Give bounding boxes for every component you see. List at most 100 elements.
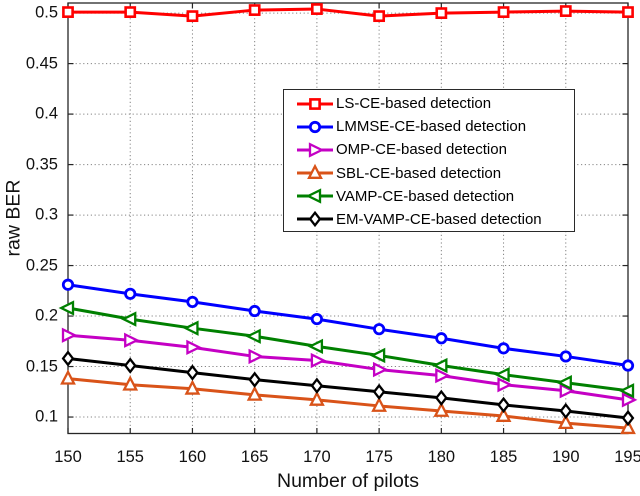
x-axis-label: Number of pilots	[277, 470, 419, 492]
data-point-marker	[372, 361, 389, 378]
x-tick-label: 170	[303, 448, 331, 466]
legend-item-vamp-ce: VAMP-CE-based detection	[297, 185, 574, 208]
data-point-marker	[622, 6, 634, 18]
data-point-marker	[123, 357, 137, 374]
data-point-marker	[183, 320, 199, 336]
data-point-marker	[621, 359, 635, 372]
data-point-marker	[559, 5, 572, 17]
data-point-marker	[61, 278, 75, 291]
x-tick-label: 180	[427, 448, 456, 466]
data-point-marker	[497, 377, 513, 393]
y-tick-label: 0.5	[35, 3, 58, 22]
legend-item-sbl-ce: SBL-CE-based detection	[297, 162, 574, 185]
data-point-marker	[618, 383, 635, 399]
legend-label: LS-CE-based detection	[336, 95, 492, 113]
data-point-marker	[497, 342, 510, 355]
data-point-marker	[248, 4, 261, 16]
data-point-marker	[497, 6, 510, 18]
legend-swatch-lmmse-ce	[297, 120, 333, 133]
data-point-marker	[246, 385, 263, 401]
legend-swatch-omp-ce	[297, 142, 333, 158]
series-line	[67, 306, 629, 393]
data-point-marker	[431, 357, 448, 374]
data-point-marker	[433, 401, 450, 417]
data-point-marker	[248, 304, 261, 318]
x-tick-label: 150	[54, 448, 82, 466]
data-point-marker	[434, 389, 448, 407]
data-point-marker	[186, 364, 199, 381]
data-point-marker	[186, 10, 199, 23]
data-point-marker	[307, 163, 323, 180]
data-point-marker	[186, 295, 199, 309]
y-tick-label: 0.2	[35, 306, 58, 325]
data-point-marker	[557, 413, 574, 430]
series-line	[67, 283, 629, 368]
legend-label: LMMSE-CE-based detection	[336, 118, 527, 136]
data-point-marker	[122, 375, 139, 391]
x-tick-label: 155	[116, 448, 144, 466]
series-line	[67, 333, 629, 402]
legend-label: SBL-CE-based detection	[336, 164, 502, 182]
data-point-marker	[559, 402, 573, 420]
data-point-marker	[305, 188, 322, 204]
data-point-marker	[58, 300, 75, 316]
legend-label: OMP-CE-based detection	[336, 141, 507, 159]
legend-swatch-ls-ce	[297, 97, 333, 110]
data-point-marker	[620, 418, 636, 435]
data-point-marker	[310, 377, 324, 394]
data-point-marker	[60, 369, 76, 385]
legend-swatch-em-vamp-ce	[297, 211, 333, 228]
data-point-marker	[308, 211, 322, 228]
data-point-marker	[621, 409, 635, 427]
series-omp-ce-based-detection	[61, 327, 638, 408]
data-point-marker	[494, 366, 510, 383]
data-point-marker	[307, 338, 324, 354]
legend-item-omp-ce: OMP-CE-based detection	[297, 138, 574, 161]
x-tick-label: 175	[365, 448, 393, 466]
data-point-marker	[559, 350, 572, 363]
data-point-marker	[373, 323, 386, 336]
y-tick-label: 0.25	[25, 256, 58, 275]
data-point-marker	[124, 287, 137, 300]
data-point-marker	[497, 396, 510, 414]
x-tick-label: 160	[178, 448, 207, 466]
series-em-vamp-ce-based-detection	[61, 350, 635, 427]
legend: LS-CE-based detection LMMSE-CE-based det…	[283, 89, 575, 232]
series-vamp-ce-based-detection	[58, 300, 635, 399]
data-point-marker	[556, 375, 572, 391]
x-tick-label: 190	[552, 448, 580, 466]
legend-item-em-vamp-ce: EM-VAMP-CE-based detection	[297, 208, 574, 231]
data-point-marker	[372, 383, 386, 400]
series-ls-ce-based-detection	[62, 3, 634, 23]
data-point-marker	[124, 332, 140, 348]
x-tick-label: 185	[489, 448, 518, 466]
legend-swatch-sbl-ce	[297, 163, 333, 180]
series-lmmse-ce-based-detection	[61, 278, 635, 372]
legend-swatch-vamp-ce	[297, 188, 333, 204]
y-tick-label: 0.35	[25, 155, 58, 174]
data-point-marker	[248, 371, 262, 388]
data-point-marker	[61, 350, 75, 367]
x-tick-label: 165	[240, 448, 269, 466]
x-tick-label: 195	[614, 448, 640, 466]
data-point-marker	[309, 97, 321, 110]
series-line	[68, 7, 629, 18]
series-line	[67, 377, 629, 430]
data-point-marker	[120, 311, 137, 327]
data-point-marker	[308, 142, 325, 158]
data-point-marker	[308, 120, 322, 133]
y-tick-label: 0.3	[35, 205, 58, 224]
data-point-marker	[248, 348, 265, 365]
data-point-marker	[184, 379, 201, 395]
legend-label: EM-VAMP-CE-based detection	[336, 210, 542, 228]
legend-item-ls-ce: LS-CE-based detection	[297, 92, 574, 115]
legend-label: VAMP-CE-based detection	[336, 187, 515, 205]
data-point-marker	[124, 6, 137, 18]
data-point-marker	[495, 406, 512, 422]
data-point-marker	[435, 332, 448, 345]
y-tick-label: 0.4	[35, 104, 58, 123]
y-tick-label: 0.15	[25, 357, 58, 376]
data-point-marker	[621, 392, 638, 408]
data-point-marker	[61, 327, 78, 343]
